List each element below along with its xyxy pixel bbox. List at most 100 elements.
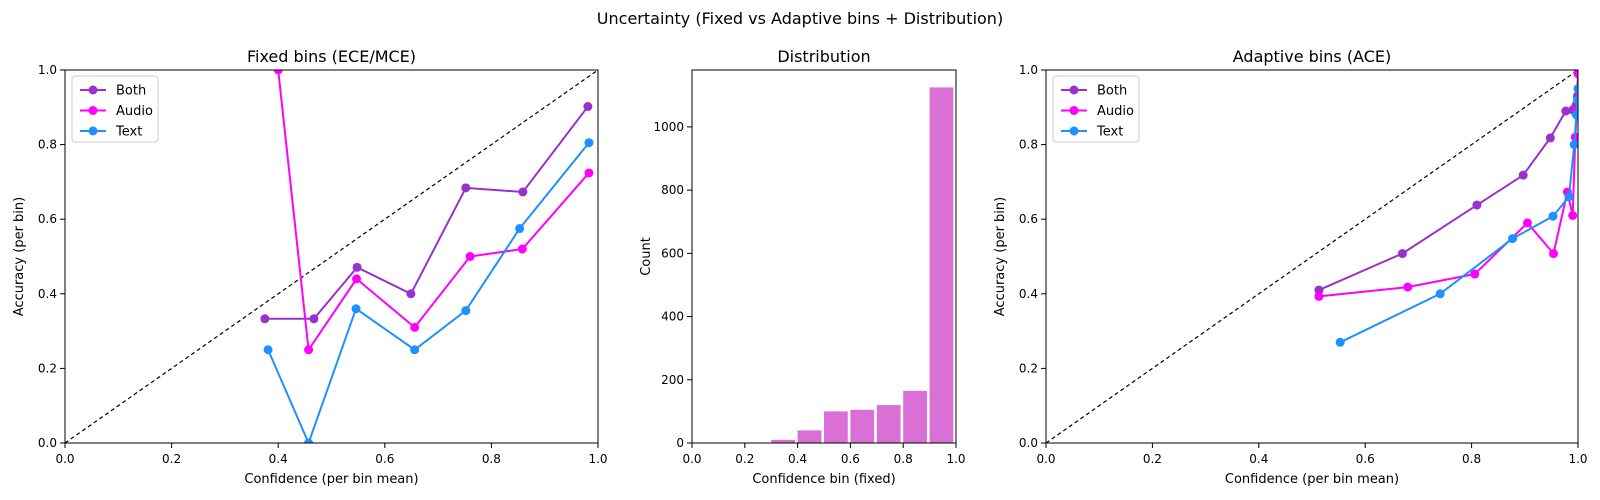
data-point-both: [352, 262, 362, 272]
data-point-text: [1573, 84, 1578, 94]
data-point-audio: [517, 244, 527, 254]
legend-swatch-marker: [1069, 106, 1079, 115]
distribution-chart: Distribution Confidence bin (fixed) Count 0…: [639, 47, 966, 487]
data-point-both: [1472, 200, 1482, 210]
histogram-bar: [850, 409, 875, 443]
x-tick-label: 1.0: [588, 452, 607, 466]
perfect-calibration-line: [1046, 70, 1578, 443]
series-line-both: [1318, 70, 1578, 291]
y-tick-label: 600: [661, 246, 684, 260]
data-point-text: [584, 138, 594, 148]
legend-label-text: Text: [115, 125, 142, 140]
fixed-bins-chart: Fixed bins (ECE/MCE) Confidence (per bin …: [12, 47, 608, 487]
histogram-bar: [929, 87, 954, 443]
x-tick-label: 0.0: [1036, 452, 1055, 466]
y-tick-label: 200: [661, 373, 684, 387]
x-tick-label: 0.2: [1143, 452, 1162, 466]
histogram-bar: [903, 390, 927, 443]
y-axis-label: Accuracy (per bin): [12, 197, 27, 316]
y-tick-label: 1000: [653, 120, 684, 134]
y-tick-label: 0.4: [1019, 287, 1038, 301]
data-point-both: [1314, 285, 1324, 295]
data-point-text: [1508, 234, 1518, 244]
data-point-both: [461, 183, 471, 193]
legend-label-text: Text: [1096, 125, 1123, 140]
data-point-audio: [1314, 291, 1324, 301]
y-tick-label: 400: [661, 310, 684, 324]
legend-label-audio: Audio: [1097, 104, 1134, 119]
axes-frame: [691, 69, 957, 444]
x-tick-label: 0.8: [1462, 452, 1481, 466]
legend-swatch-marker: [88, 106, 98, 115]
data-point-text: [1335, 337, 1345, 347]
data-point-text: [461, 306, 471, 316]
histogram-bar: [797, 430, 822, 443]
data-point-text: [515, 224, 525, 234]
data-point-audio: [1573, 70, 1578, 79]
data-point-both: [260, 314, 270, 324]
y-tick-label: 0.4: [38, 287, 57, 301]
series-line-both: [264, 105, 589, 320]
data-point-both: [518, 187, 528, 197]
histogram-bar: [824, 411, 848, 443]
x-tick-label: 0.6: [1356, 452, 1375, 466]
legend-label-both: Both: [116, 84, 146, 99]
data-point-text: [1435, 289, 1445, 299]
y-tick-label: 800: [661, 183, 684, 197]
y-tick-label: 0.0: [1019, 436, 1038, 450]
y-tick-label: 0.0: [38, 436, 57, 450]
y-axis-label: Accuracy (per bin): [993, 197, 1008, 316]
series-line-audio: [277, 70, 590, 353]
y-tick-label: 0.6: [1019, 212, 1038, 226]
legend-label-audio: Audio: [116, 104, 153, 119]
histogram-bar: [771, 439, 795, 443]
data-point-both: [1397, 249, 1407, 259]
x-axis-label: Confidence (per bin mean): [1225, 472, 1399, 487]
legend-swatch-marker: [1069, 85, 1079, 95]
data-point-text: [263, 345, 273, 355]
data-point-audio: [584, 168, 594, 178]
data-point-audio: [352, 274, 362, 284]
y-tick-label: 0.8: [1019, 138, 1038, 152]
x-tick-label: 0.8: [482, 452, 501, 466]
data-point-text: [351, 304, 361, 314]
y-tick-label: 0: [676, 436, 684, 450]
series-line-text: [267, 142, 590, 443]
x-tick-label: 0.4: [1249, 452, 1268, 466]
y-tick-label: 0.2: [38, 361, 57, 375]
plot-area: [65, 70, 598, 443]
perfect-calibration-line: [65, 70, 598, 443]
data-point-audio: [1549, 249, 1559, 259]
adaptive-bins-chart: Adaptive bins (ACE) Confidence (per bin m…: [993, 47, 1588, 487]
data-point-text: [1564, 192, 1574, 202]
legend-swatch-marker: [88, 126, 98, 136]
legend: Both Audio Text: [71, 75, 159, 143]
x-tick-label: 0.6: [375, 452, 394, 466]
y-axis-label: Count: [639, 237, 654, 276]
data-point-both: [1545, 133, 1555, 143]
chart-title: Adaptive bins (ACE): [1233, 47, 1392, 66]
data-point-audio: [410, 322, 420, 332]
x-tick-label: 0.4: [788, 452, 807, 466]
y-tick-label: 1.0: [38, 63, 57, 77]
data-point-both: [1561, 106, 1571, 116]
data-point-audio: [465, 252, 475, 261]
data-point-text: [1571, 110, 1578, 120]
y-tick-label: 0.6: [38, 212, 57, 226]
x-tick-label: 0.2: [162, 452, 181, 466]
y-tick-label: 0.2: [1019, 361, 1038, 375]
x-tick-label: 0.6: [841, 452, 860, 466]
data-point-text: [304, 438, 314, 443]
x-axis-label: Confidence bin (fixed): [752, 472, 895, 487]
data-point-audio: [1403, 282, 1413, 292]
x-tick-label: 1.0: [946, 452, 965, 466]
chart-title: Fixed bins (ECE/MCE): [247, 47, 416, 66]
figure-suptitle: Uncertainty (Fixed vs Adaptive bins + Di…: [597, 9, 1003, 28]
histogram-bar: [876, 405, 901, 443]
data-point-both: [309, 314, 319, 324]
legend-swatch-marker: [1069, 126, 1079, 136]
x-tick-label: 0.2: [735, 452, 754, 466]
data-point-both: [406, 289, 416, 299]
data-point-text: [1548, 211, 1558, 221]
